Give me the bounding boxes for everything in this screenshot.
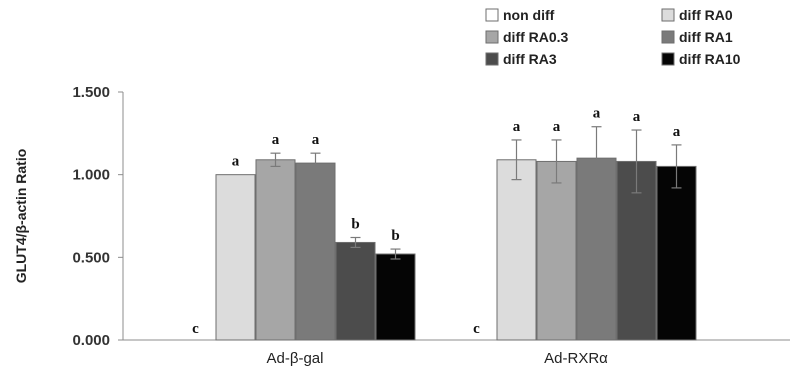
legend-label: diff RA1 [679,29,733,45]
bar [215,174,256,341]
significance-label: a [553,119,561,135]
legend-swatch [661,52,675,66]
y-axis-title: GLUT4/β-actin Ratio [13,149,29,284]
x-tick-label: Ad-RXRα [544,350,608,367]
legend-swatch [485,8,499,22]
legend-swatch [485,52,499,66]
y-tick-label: 1.500 [72,84,110,101]
legend-swatch [485,30,499,44]
bar [335,241,376,341]
bar [255,159,296,341]
y-tick-label: 0.500 [72,249,110,266]
bar [496,159,537,341]
legend-swatch [661,30,675,44]
bar [295,162,336,341]
legend-swatch [661,8,675,22]
significance-label: b [391,228,399,244]
bar [536,160,577,341]
significance-label: a [593,106,601,122]
significance-label: a [633,109,641,125]
bar [375,253,416,341]
y-tick-label: 0.000 [72,332,110,349]
significance-label: a [673,124,681,140]
legend-label: diff RA0 [679,7,733,23]
legend-label: diff RA0.3 [503,29,569,45]
legend-label: non diff [503,7,555,23]
significance-label: c [473,321,480,337]
y-tick-label: 1.000 [72,167,110,184]
significance-label: c [192,321,199,337]
x-tick-label: Ad-β-gal [267,350,324,367]
legend-label: diff RA10 [679,51,741,67]
significance-label: a [513,119,521,135]
significance-label: a [272,132,280,148]
significance-label: b [351,216,359,232]
legend-label: diff RA3 [503,51,557,67]
bar [656,165,697,341]
significance-label: a [232,154,240,170]
significance-label: a [312,132,320,148]
